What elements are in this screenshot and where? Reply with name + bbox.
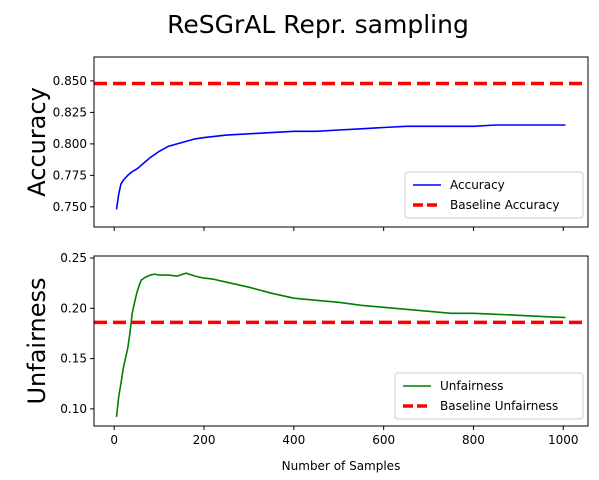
figure-title: ReSGrAL Repr. sampling	[167, 10, 469, 39]
y-tick-label: 0.750	[53, 200, 87, 214]
y-tick-label: 0.775	[53, 168, 87, 182]
accuracy-plot-area	[94, 81, 588, 210]
y-tick-label: 0.825	[53, 105, 87, 119]
x-tick-label: 200	[193, 433, 216, 447]
y-tick-label: 0.10	[60, 402, 87, 416]
y-tick-label: 0.25	[60, 251, 87, 265]
legend-box	[394, 372, 584, 420]
unfairness-legend: Unfairness Baseline Unfairness	[394, 372, 584, 420]
legend-label: Baseline Accuracy	[450, 198, 559, 212]
x-tick-label: 1000	[548, 433, 579, 447]
y-tick-label: 0.20	[60, 301, 87, 315]
x-tick-label: 0	[110, 433, 118, 447]
accuracy-ticks: 0.750 0.775 0.800 0.825 0.850	[53, 74, 564, 231]
legend-box	[404, 171, 584, 219]
unfairness-plot-area	[94, 272, 588, 417]
unfairness-xlabel: Number of Samples	[282, 459, 401, 473]
accuracy-axes: 0.750 0.775 0.800 0.825 0.850 Accuracy Accur…	[23, 56, 589, 231]
x-tick-label: 400	[282, 433, 305, 447]
x-tick-label: 800	[462, 433, 485, 447]
unfairness-axes: 0 200 400 600 800 1000 0.10 0.15 0.20 0.25 Unfair…	[23, 251, 589, 473]
accuracy-frame	[93, 56, 589, 228]
legend-label: Unfairness	[440, 379, 504, 393]
y-tick-label: 0.850	[53, 74, 87, 88]
legend-label: Accuracy	[450, 178, 505, 192]
unfairness-series-line	[115, 272, 566, 417]
x-tick-label: 600	[372, 433, 395, 447]
unfairness-ylabel: Unfairness	[23, 277, 51, 404]
accuracy-legend: Accuracy Baseline Accuracy	[404, 171, 584, 219]
unfairness-frame	[93, 255, 589, 427]
y-tick-label: 0.15	[60, 352, 87, 366]
accuracy-series-line	[115, 124, 566, 210]
legend-label: Baseline Unfairness	[440, 399, 558, 413]
accuracy-ylabel: Accuracy	[23, 87, 51, 197]
unfairness-ticks: 0 200 400 600 800 1000 0.10 0.15 0.20 0.25	[60, 251, 578, 447]
y-tick-label: 0.800	[53, 137, 87, 151]
